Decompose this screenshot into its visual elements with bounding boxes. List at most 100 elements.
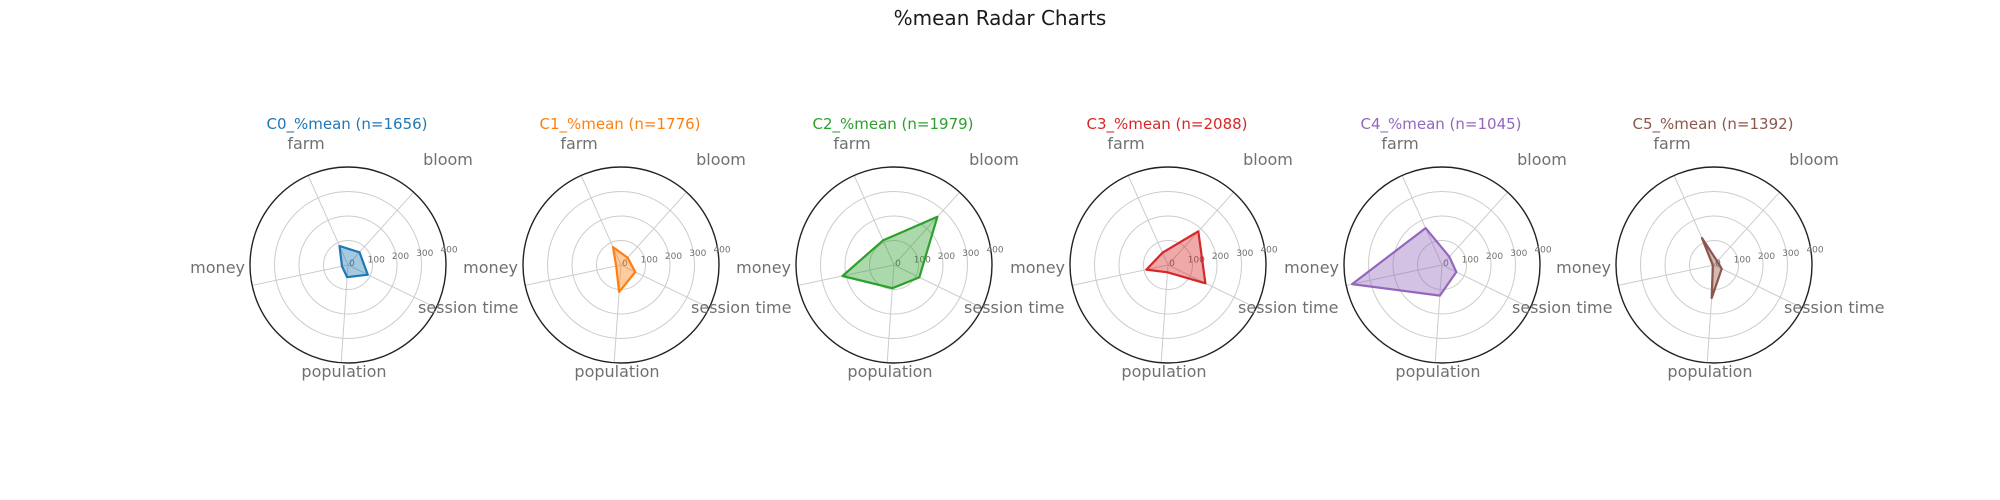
axis-spoke: [613, 264, 622, 363]
outer-ring: [249, 166, 447, 364]
radar-chart-c3: C3_%mean (n=2088) 0 100 200 300 400 bloom farm m…: [1010, 115, 1338, 381]
axis-label-population: population: [574, 362, 659, 381]
axis-label-farm: farm: [1107, 134, 1144, 153]
r-tick-label: 200: [938, 252, 955, 262]
r-tick-label: 300: [416, 249, 433, 259]
r-tick-label: 100: [1734, 256, 1751, 266]
axis-label-bloom: bloom: [1789, 150, 1839, 169]
axis-spoke: [1072, 264, 1169, 286]
r-tick-label: 400: [440, 245, 457, 255]
radar-series-polygon: [1700, 237, 1723, 300]
axis-label-farm: farm: [833, 134, 870, 153]
grid-circle: [1094, 191, 1242, 339]
r-tick-label: 300: [1236, 249, 1253, 259]
r-tick-label: 400: [1534, 245, 1551, 255]
radar-series-polygon: [1145, 230, 1207, 285]
radar-chart-c1: C1_%mean (n=1776) 0 100 200 300 400 bloom farm m…: [463, 115, 791, 381]
axis-spoke: [1713, 264, 1803, 309]
radar-series-polygon: [611, 246, 637, 293]
r-tick-label: 100: [368, 256, 385, 266]
axis-label-bloom: bloom: [1517, 150, 1567, 169]
axis-spoke: [1127, 175, 1169, 266]
grid-circle: [844, 215, 944, 315]
axis-spoke: [853, 175, 895, 266]
axis-label-farm: farm: [287, 134, 324, 153]
axis-label-money: money: [1284, 258, 1339, 277]
grid-circle: [820, 191, 968, 339]
axis-label-population: population: [301, 362, 386, 381]
r-tick-label: 100: [1462, 256, 1479, 266]
axis-label-population: population: [1121, 362, 1206, 381]
r-tick-label: 0: [1169, 259, 1175, 269]
radar-title: C2_%mean (n=1979): [812, 115, 973, 134]
radar-title: C1_%mean (n=1776): [539, 115, 700, 134]
radar-title: C4_%mean (n=1045): [1360, 115, 1521, 134]
grid-circle: [274, 191, 422, 339]
radar-title: C0_%mean (n=1656): [266, 115, 427, 134]
radar-title: C5_%mean (n=1392): [1632, 115, 1793, 134]
axis-spoke: [1160, 264, 1169, 363]
axis-label-farm: farm: [1381, 134, 1418, 153]
r-tick-label: 400: [1260, 245, 1277, 255]
grid-circle: [1417, 240, 1467, 290]
axis-label-session-time: session time: [964, 298, 1064, 317]
axis-spoke: [1167, 264, 1257, 309]
radar-chart-c4: C4_%mean (n=1045) 0 100 200 300 400 bloom farm m…: [1284, 115, 1612, 381]
r-tick-label: 0: [895, 259, 901, 269]
axis-label-session-time: session time: [1784, 298, 1884, 317]
axis-spoke: [1167, 191, 1234, 266]
axis-label-session-time: session time: [691, 298, 791, 317]
axis-label-bloom: bloom: [423, 150, 473, 169]
axis-label-bloom: bloom: [696, 150, 746, 169]
axis-label-bloom: bloom: [969, 150, 1019, 169]
outer-ring: [1615, 166, 1813, 364]
axis-label-money: money: [736, 258, 791, 277]
axis-label-farm: farm: [560, 134, 597, 153]
axis-spoke: [893, 191, 960, 266]
r-tick-label: 200: [1212, 252, 1229, 262]
outer-ring: [522, 166, 720, 364]
axis-spoke: [1346, 264, 1443, 286]
r-tick-label: 300: [1510, 249, 1527, 259]
r-tick-label: 400: [713, 245, 730, 255]
r-tick-label: 400: [986, 245, 1003, 255]
r-tick-label: 0: [622, 259, 628, 269]
axis-spoke: [798, 264, 895, 286]
axis-label-farm: farm: [1653, 134, 1690, 153]
r-tick-label: 200: [665, 252, 682, 262]
r-tick-label: 200: [1758, 252, 1775, 262]
grid-circle: [323, 240, 373, 290]
axis-label-population: population: [847, 362, 932, 381]
axis-spoke: [252, 264, 349, 286]
radar-series-polygon: [1350, 227, 1458, 297]
axis-label-population: population: [1395, 362, 1480, 381]
radar-title: C3_%mean (n=2088): [1086, 115, 1247, 134]
axis-label-session-time: session time: [1238, 298, 1338, 317]
grid-circle: [547, 191, 695, 339]
radar-chart-c0: C0_%mean (n=1656) 0 100 200 300 400 bloom farm m…: [190, 115, 518, 381]
grid-circle: [298, 215, 398, 315]
figure-title: %mean Radar Charts: [894, 6, 1107, 30]
axis-spoke: [886, 264, 895, 363]
radar-series-polygon: [338, 244, 369, 279]
r-tick-label: 300: [689, 249, 706, 259]
radar-chart-c5: C5_%mean (n=1392)0100200300400bloomfarmm…: [1556, 115, 1884, 381]
grid-circle: [1118, 215, 1218, 315]
r-tick-label: 0: [349, 259, 355, 269]
axis-spoke: [307, 175, 349, 266]
grid-circle: [869, 240, 919, 290]
outer-ring: [1343, 166, 1541, 364]
outer-ring: [795, 166, 993, 364]
axis-spoke: [1401, 175, 1443, 266]
r-tick-label: 400: [1806, 245, 1823, 255]
axis-spoke: [525, 264, 622, 286]
r-tick-label: 100: [641, 256, 658, 266]
axis-spoke: [1618, 264, 1715, 286]
grid-circle: [1640, 191, 1788, 339]
grid-circle: [1664, 215, 1764, 315]
r-tick-label: 300: [1782, 249, 1799, 259]
radar-chart-c2: C2_%mean (n=1979) 0 100 200 300 400 bloom farm m…: [736, 115, 1064, 381]
axis-spoke: [620, 191, 687, 266]
radar-panels: C0_%mean (n=1656) 0 100 200 300 400 bloom farm m…: [190, 115, 1884, 381]
